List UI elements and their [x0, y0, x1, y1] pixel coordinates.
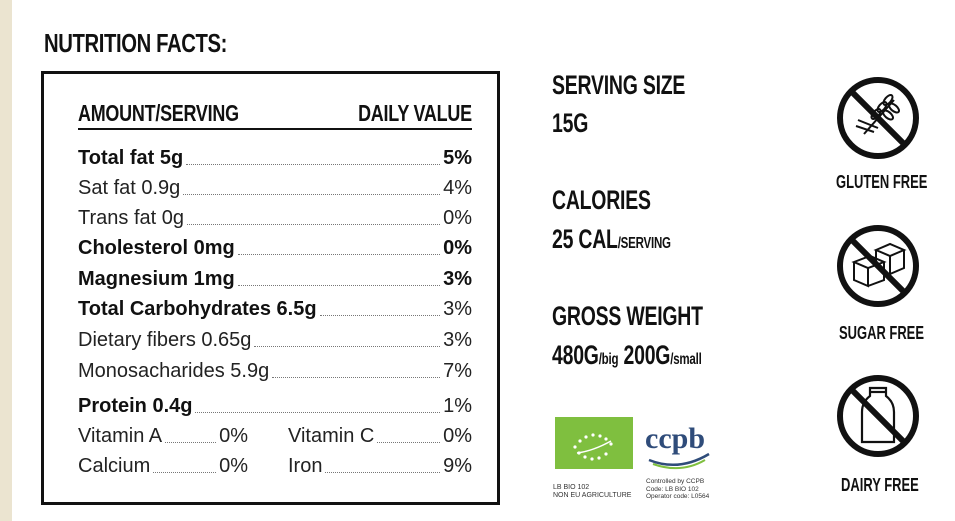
ccpb-swoosh-icon	[648, 452, 710, 470]
row-value: 9%	[443, 455, 472, 477]
row-label: Vitamin C	[288, 425, 375, 447]
row-total-carbohydrates: Total Carbohydrates 6.5g 3%	[78, 295, 472, 321]
calories-amount: 25 CAL	[552, 224, 618, 254]
row-value: 4%	[443, 177, 472, 199]
row-sat-fat: Sat fat 0.9g 4%	[78, 174, 472, 200]
dot-leader	[186, 224, 441, 225]
small-weight: 200G	[623, 340, 671, 370]
row-vitamin-c: Vitamin C 0%	[288, 422, 472, 448]
dairy-free-label: DAIRY FREE	[841, 475, 919, 495]
ccpb-caption: Controlled by CCPB Code: LB BIO 102 Oper…	[646, 478, 709, 501]
dot-leader	[183, 194, 441, 195]
row-label: Protein 0.4g	[78, 395, 193, 417]
row-dietary-fibers: Dietary fibers 0.65g 3%	[78, 326, 472, 352]
serving-size-label: SERVING SIZE	[552, 70, 686, 100]
dot-leader	[186, 164, 441, 165]
eu-caption: LB BIO 102 NON EU AGRICULTURE	[553, 484, 631, 500]
no-gluten-icon	[837, 77, 919, 159]
row-protein: Protein 0.4g 1%	[78, 392, 472, 418]
row-calcium: Calcium 0%	[78, 452, 248, 478]
row-value: 0%	[443, 237, 472, 259]
eu-caption-line: LB BIO 102	[553, 484, 590, 491]
header-daily-value: DAILY VALUE	[358, 100, 472, 126]
row-label: Monosacharides 5.9g	[78, 360, 270, 382]
page-title: NUTRITION FACTS:	[44, 28, 228, 58]
calories-unit: /SERVING	[617, 235, 671, 252]
row-label: Calcium	[78, 455, 151, 477]
ccpb-caption-line: Code: LB BIO 102	[646, 485, 699, 493]
gluten-free-label: GLUTEN FREE	[836, 172, 928, 192]
row-magnesium: Magnesium 1mg 3%	[78, 265, 472, 291]
row-value: 3%	[443, 329, 472, 351]
row-trans-fat: Trans fat 0g 0%	[78, 204, 472, 230]
sugar-free-label: SUGAR FREE	[839, 323, 924, 343]
ccpb-logo: ccpb	[645, 422, 705, 455]
row-label: Magnesium 1mg	[78, 268, 235, 290]
row-value: 0%	[219, 455, 248, 477]
row-label: Dietary fibers 0.65g	[78, 329, 252, 351]
row-label: Cholesterol 0mg	[78, 237, 235, 259]
dot-leader	[319, 315, 441, 316]
row-label: Total Carbohydrates 6.5g	[78, 298, 317, 320]
left-stripe	[0, 0, 12, 521]
dot-leader	[237, 254, 441, 255]
ccpb-caption-line: Controlled by CCPB	[646, 478, 705, 485]
row-label: Iron	[288, 455, 323, 477]
dot-leader	[165, 442, 217, 443]
row-value: 3%	[443, 268, 472, 290]
row-monosacharides: Monosacharides 5.9g 7%	[78, 357, 472, 383]
dot-leader	[254, 346, 441, 347]
row-label: Vitamin A	[78, 425, 163, 447]
dot-leader	[377, 442, 441, 443]
no-dairy-icon	[837, 375, 919, 457]
row-label: Total fat 5g	[78, 147, 184, 169]
small-unit: /small	[670, 351, 702, 368]
dot-leader	[153, 472, 217, 473]
row-value: 0%	[443, 207, 472, 229]
row-value: 3%	[443, 298, 472, 320]
row-vitamin-a: Vitamin A 0%	[78, 422, 248, 448]
eu-leaf-stars-icon	[573, 433, 613, 461]
row-iron: Iron 9%	[288, 452, 472, 478]
row-cholesterol: Cholesterol 0mg 0%	[78, 234, 472, 260]
dot-leader	[195, 412, 441, 413]
nutrition-table: AMOUNT/SERVING DAILY VALUE Total fat 5g 5…	[41, 71, 500, 505]
ccpb-caption-line: Operator code: L0564	[646, 493, 710, 500]
table-header: AMOUNT/SERVING DAILY VALUE	[78, 100, 472, 130]
header-amount: AMOUNT/SERVING	[78, 100, 239, 126]
gross-weight-label: GROSS WEIGHT	[552, 301, 703, 331]
row-label: Trans fat 0g	[78, 207, 184, 229]
dot-leader	[237, 285, 441, 286]
row-value: 0%	[443, 425, 472, 447]
row-label: Sat fat 0.9g	[78, 177, 181, 199]
row-value: 0%	[219, 425, 248, 447]
row-value: 5%	[443, 147, 472, 169]
row-value: 1%	[443, 395, 472, 417]
dot-leader	[272, 377, 441, 378]
serving-size-value: 15G	[552, 108, 589, 138]
row-total-fat: Total fat 5g 5%	[78, 144, 472, 170]
eu-caption-line: NON EU AGRICULTURE	[553, 492, 632, 499]
row-value: 7%	[443, 360, 472, 382]
calories-value: 25 CAL/SERVING	[552, 224, 671, 255]
no-sugar-icon	[837, 225, 919, 307]
big-weight: 480G	[552, 340, 599, 370]
eu-organic-logo	[555, 417, 633, 469]
gross-weight-value: 480G/big 200G/small	[552, 340, 702, 371]
big-unit: /big	[598, 351, 619, 368]
dot-leader	[325, 472, 441, 473]
calories-label: CALORIES	[552, 185, 651, 215]
